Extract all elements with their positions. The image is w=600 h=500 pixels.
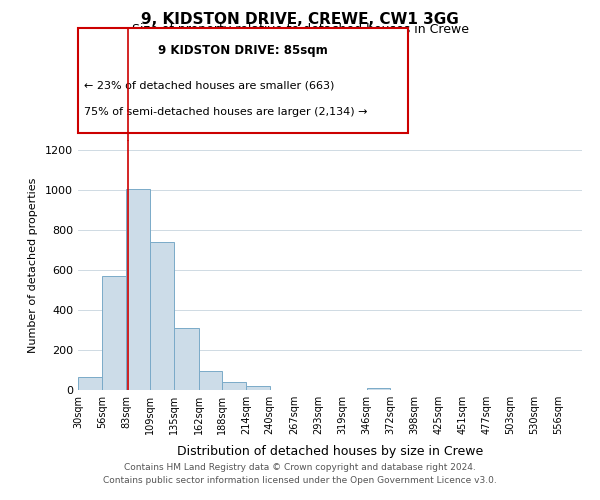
Bar	[367, 388, 390, 390]
X-axis label: Distribution of detached houses by size in Crewe: Distribution of detached houses by size …	[177, 446, 483, 458]
Bar	[174, 328, 199, 390]
Y-axis label: Number of detached properties: Number of detached properties	[28, 178, 38, 352]
Bar	[222, 382, 246, 390]
Bar	[150, 242, 174, 390]
Bar	[102, 276, 127, 390]
Bar	[127, 189, 150, 390]
Text: 9 KIDSTON DRIVE: 85sqm: 9 KIDSTON DRIVE: 85sqm	[158, 44, 328, 57]
Text: Contains public sector information licensed under the Open Government Licence v3: Contains public sector information licen…	[103, 476, 497, 485]
Text: ← 23% of detached houses are smaller (663): ← 23% of detached houses are smaller (66…	[84, 80, 334, 90]
Bar	[246, 386, 270, 390]
Text: 75% of semi-detached houses are larger (2,134) →: 75% of semi-detached houses are larger (…	[84, 106, 367, 117]
Text: Size of property relative to detached houses in Crewe: Size of property relative to detached ho…	[131, 22, 469, 36]
Text: Contains HM Land Registry data © Crown copyright and database right 2024.: Contains HM Land Registry data © Crown c…	[124, 464, 476, 472]
Bar	[78, 377, 102, 390]
Text: 9, KIDSTON DRIVE, CREWE, CW1 3GG: 9, KIDSTON DRIVE, CREWE, CW1 3GG	[141, 12, 459, 28]
Bar	[199, 371, 222, 390]
